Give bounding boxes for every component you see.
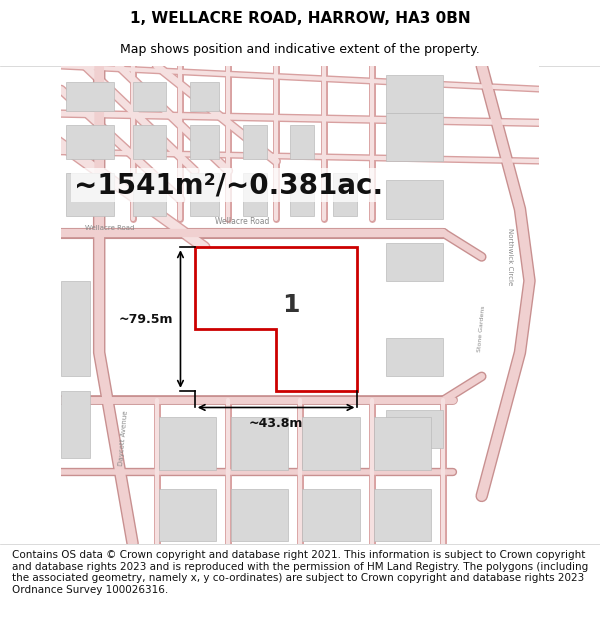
Text: Stone Gardens: Stone Gardens xyxy=(477,305,486,352)
Polygon shape xyxy=(66,173,113,216)
Polygon shape xyxy=(133,173,166,216)
Text: 1: 1 xyxy=(281,292,299,317)
Polygon shape xyxy=(242,173,266,216)
Polygon shape xyxy=(334,173,358,216)
Polygon shape xyxy=(61,391,89,458)
Polygon shape xyxy=(133,82,166,111)
Polygon shape xyxy=(66,82,113,111)
Polygon shape xyxy=(190,82,219,111)
Polygon shape xyxy=(386,242,443,281)
Text: Map shows position and indicative extent of the property.: Map shows position and indicative extent… xyxy=(120,42,480,56)
Polygon shape xyxy=(66,126,113,159)
Polygon shape xyxy=(302,417,360,469)
Text: Wellacre Road: Wellacre Road xyxy=(215,217,270,226)
Polygon shape xyxy=(374,417,431,469)
Polygon shape xyxy=(374,489,431,541)
Text: Daycott Avenue: Daycott Avenue xyxy=(118,411,128,466)
Text: ~1541m²/~0.381ac.: ~1541m²/~0.381ac. xyxy=(74,171,383,199)
Polygon shape xyxy=(133,126,166,159)
Polygon shape xyxy=(61,281,89,376)
Polygon shape xyxy=(159,489,217,541)
Text: 1, WELLACRE ROAD, HARROW, HA3 0BN: 1, WELLACRE ROAD, HARROW, HA3 0BN xyxy=(130,11,470,26)
Polygon shape xyxy=(242,126,266,159)
Polygon shape xyxy=(195,248,358,391)
Polygon shape xyxy=(302,489,360,541)
Polygon shape xyxy=(386,338,443,376)
Polygon shape xyxy=(290,173,314,216)
Polygon shape xyxy=(386,410,443,448)
Text: Wellacre Road: Wellacre Road xyxy=(85,224,134,231)
Polygon shape xyxy=(386,75,443,114)
Polygon shape xyxy=(159,417,217,469)
Polygon shape xyxy=(386,181,443,219)
Polygon shape xyxy=(386,114,443,161)
Text: Northwick Circle: Northwick Circle xyxy=(508,228,514,286)
Text: ~79.5m: ~79.5m xyxy=(119,312,173,326)
Text: Contains OS data © Crown copyright and database right 2021. This information is : Contains OS data © Crown copyright and d… xyxy=(12,550,588,595)
Polygon shape xyxy=(230,489,288,541)
Polygon shape xyxy=(190,126,219,159)
Polygon shape xyxy=(230,417,288,469)
Text: ~43.8m: ~43.8m xyxy=(249,417,303,430)
Polygon shape xyxy=(290,126,314,159)
Polygon shape xyxy=(190,173,219,216)
